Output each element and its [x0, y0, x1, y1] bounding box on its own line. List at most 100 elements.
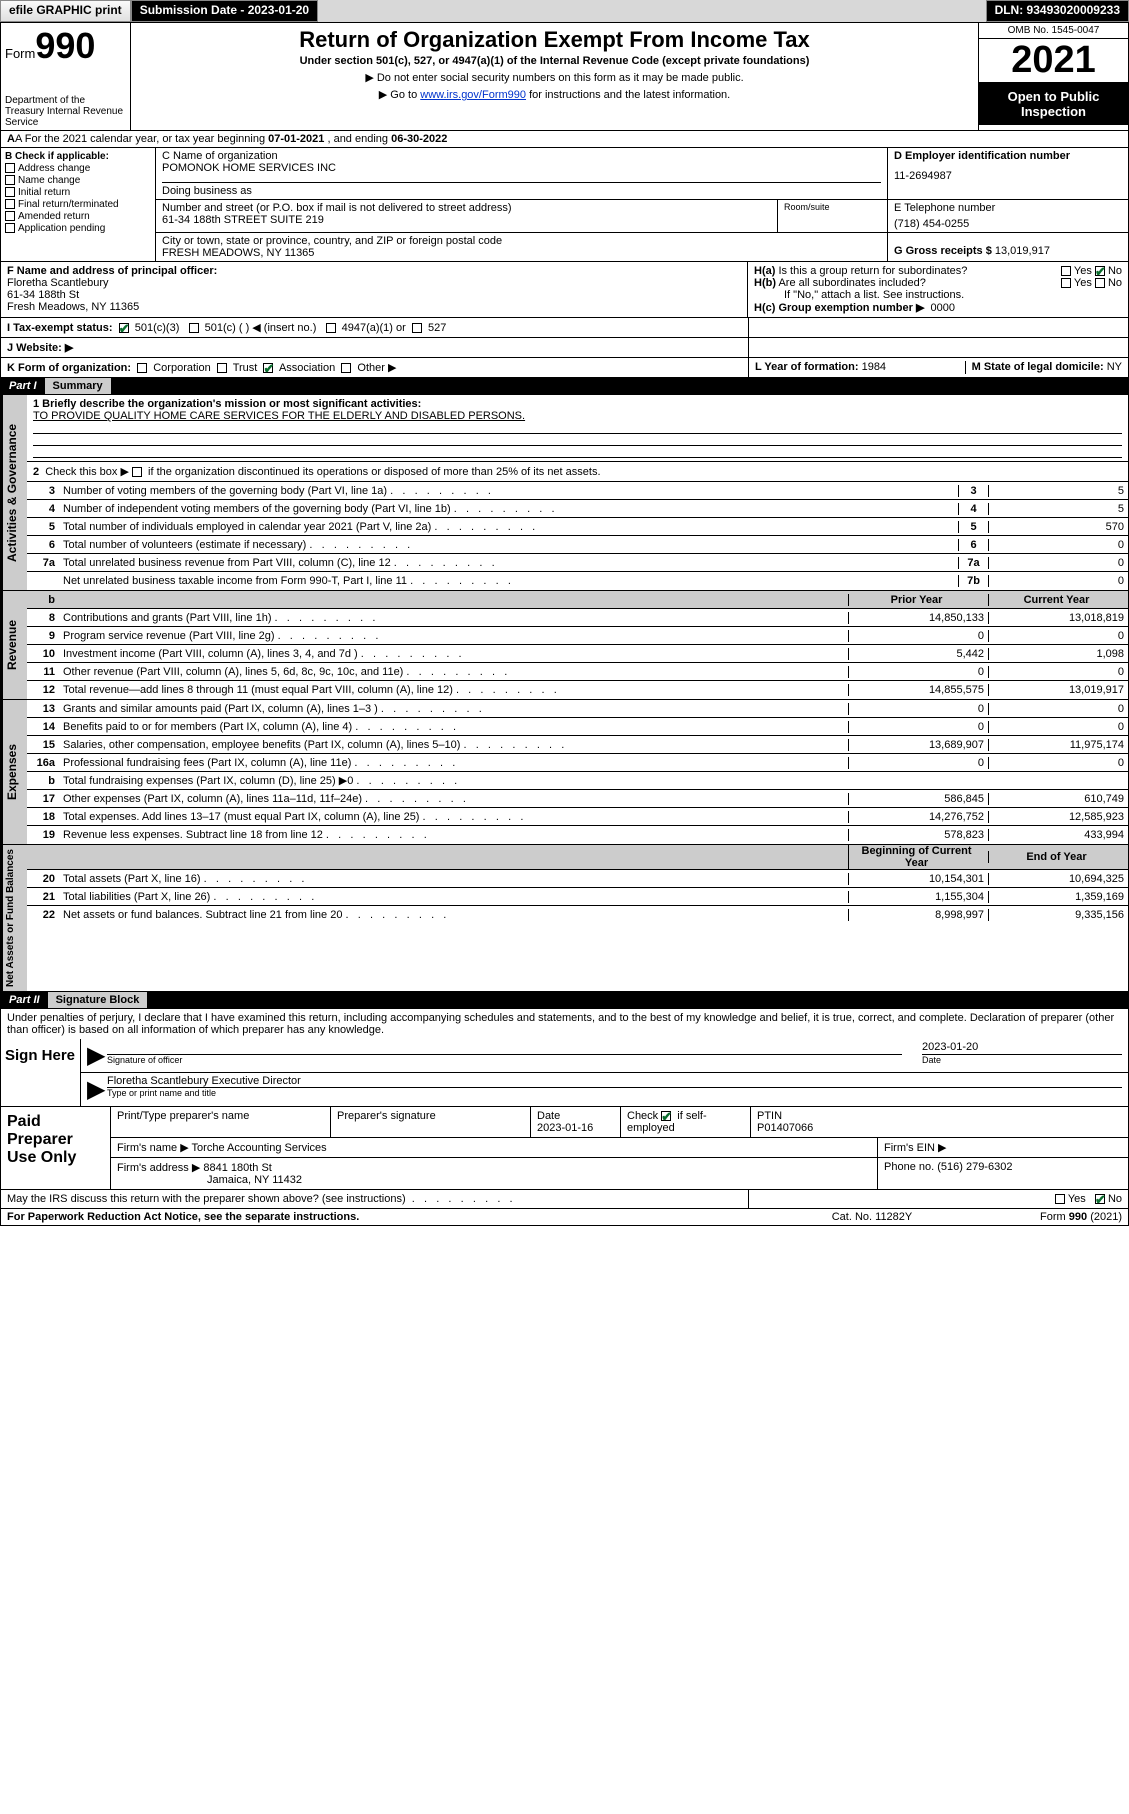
chk-501c3[interactable] [119, 323, 129, 333]
officer-name: Floretha Scantlebury [7, 277, 109, 289]
part2-header: Part II Signature Block [0, 992, 1129, 1009]
line-a: AA For the 2021 calendar year, or tax ye… [0, 131, 1129, 148]
ptin: P01407066 [757, 1122, 813, 1134]
chk-assoc[interactable] [263, 363, 273, 373]
note-ssn: ▶ Do not enter social security numbers o… [135, 71, 974, 84]
netassets-row: 21Total liabilities (Part X, line 26)1,1… [27, 888, 1128, 906]
paid-preparer-block: Paid Preparer Use Only Print/Type prepar… [0, 1107, 1129, 1190]
group-exemption: 0000 [931, 302, 955, 314]
col-begin-year: Beginning of Current Year [848, 845, 988, 869]
section-governance: Activities & Governance 1 Briefly descri… [0, 395, 1129, 591]
hb-yes[interactable] [1061, 278, 1071, 288]
firm-name: Torche Accounting Services [192, 1142, 327, 1154]
open-inspection: Open to Public Inspection [979, 83, 1128, 125]
section-expenses: Expenses 13Grants and similar amounts pa… [0, 700, 1129, 845]
submission-date: Submission Date - 2023-01-20 [131, 0, 318, 22]
prep-sig-label: Preparer's signature [331, 1107, 531, 1137]
chk-initial-return[interactable] [5, 187, 15, 197]
col-current-year: Current Year [988, 594, 1128, 606]
chk-final-return[interactable] [5, 199, 15, 209]
chk-app-pending[interactable] [5, 223, 15, 233]
chk-corp[interactable] [137, 363, 147, 373]
ha-no[interactable] [1095, 266, 1105, 276]
addr-label: Number and street (or P.O. box if mail i… [162, 202, 771, 214]
expense-row: 19Revenue less expenses. Subtract line 1… [27, 826, 1128, 844]
ha-yes[interactable] [1061, 266, 1071, 276]
chk-501c[interactable] [189, 323, 199, 333]
discuss-no[interactable] [1095, 1194, 1105, 1204]
expense-row: 18Total expenses. Add lines 13–17 (must … [27, 808, 1128, 826]
gross-label: G Gross receipts $ [894, 245, 992, 257]
tax-year: 2021 [979, 39, 1128, 83]
form-header: Form990 Department of the Treasury Inter… [0, 22, 1129, 131]
chk-name-change[interactable] [5, 175, 15, 185]
netassets-row: 22Net assets or fund balances. Subtract … [27, 906, 1128, 924]
pra-notice: For Paperwork Reduction Act Notice, see … [7, 1211, 359, 1223]
chk-527[interactable] [412, 323, 422, 333]
form-number: 990 [35, 25, 95, 66]
officer-label: F Name and address of principal officer: [7, 265, 217, 277]
gov-row: 5Total number of individuals employed in… [27, 518, 1128, 536]
chk-other[interactable] [341, 363, 351, 373]
chk-4947[interactable] [326, 323, 336, 333]
q1-label: 1 Briefly describe the organization's mi… [33, 398, 421, 410]
officer-addr2: Fresh Meadows, NY 11365 [7, 301, 139, 313]
ty-begin: 07-01-2021 [268, 133, 324, 145]
dba-label: Doing business as [162, 182, 881, 197]
declaration: Under penalties of perjury, I declare th… [1, 1009, 1128, 1039]
ty-end: 06-30-2022 [391, 133, 447, 145]
irs-link[interactable]: www.irs.gov/Form990 [420, 89, 526, 101]
signature-block: Under penalties of perjury, I declare th… [0, 1009, 1129, 1107]
form-org-row: K Form of organization: Corporation Trus… [0, 358, 1129, 378]
expense-row: 16aProfessional fundraising fees (Part I… [27, 754, 1128, 772]
revenue-row: 8Contributions and grants (Part VIII, li… [27, 609, 1128, 627]
form-footer: Form 990 (2021) [972, 1211, 1122, 1223]
mission: TO PROVIDE QUALITY HOME CARE SERVICES FO… [33, 410, 525, 422]
efile-print-button[interactable]: efile GRAPHIC print [0, 0, 131, 22]
discuss-yes[interactable] [1055, 1194, 1065, 1204]
sig-date: 2023-01-20 [922, 1041, 1122, 1055]
col-b: B Check if applicable: Address change Na… [1, 148, 156, 261]
chk-trust[interactable] [217, 363, 227, 373]
form-title: Return of Organization Exempt From Incom… [135, 27, 974, 53]
expense-row: 14Benefits paid to or for members (Part … [27, 718, 1128, 736]
ein: 11-2694987 [894, 170, 1122, 182]
chk-address-change[interactable] [5, 163, 15, 173]
gov-row: 4Number of independent voting members of… [27, 500, 1128, 518]
paid-preparer-label: Paid Preparer Use Only [1, 1107, 111, 1189]
gov-row: 6Total number of volunteers (estimate if… [27, 536, 1128, 554]
part1-header: Part I Summary [0, 378, 1129, 395]
org-name: POMONOK HOME SERVICES INC [162, 162, 881, 174]
topbar: efile GRAPHIC print Submission Date - 20… [0, 0, 1129, 22]
org-name-label: C Name of organization [162, 150, 881, 162]
telephone: (718) 454-0255 [894, 218, 1122, 230]
dln: DLN: 93493020009233 [986, 0, 1129, 22]
col-prior-year: Prior Year [848, 594, 988, 606]
netassets-row: 20Total assets (Part X, line 16)10,154,3… [27, 870, 1128, 888]
note-link: ▶ Go to www.irs.gov/Form990 for instruct… [135, 88, 974, 101]
year-formation: 1984 [862, 361, 886, 373]
sign-here-label: Sign Here [1, 1039, 81, 1106]
suite-label: Room/suite [778, 200, 888, 232]
section-revenue: Revenue b Prior Year Current Year 8Contr… [0, 591, 1129, 700]
city: FRESH MEADOWS, NY 11365 [162, 247, 881, 259]
form-label: Form [5, 46, 35, 61]
officer-typed-name: Floretha Scantlebury Executive Director [107, 1075, 1122, 1088]
department: Department of the Treasury Internal Reve… [5, 95, 126, 128]
addr: 61-34 188th STREET SUITE 219 [162, 214, 771, 226]
firm-phone: (516) 279-6302 [937, 1161, 1012, 1173]
cat-no: Cat. No. 11282Y [772, 1211, 972, 1223]
chk-amended[interactable] [5, 211, 15, 221]
revenue-row: 10Investment income (Part VIII, column (… [27, 645, 1128, 663]
officer-group-block: F Name and address of principal officer:… [0, 262, 1129, 318]
tax-exempt-row: I Tax-exempt status: 501(c)(3) 501(c) ( … [0, 318, 1129, 338]
q2: 2 Check this box ▶ if the organization d… [27, 462, 1128, 482]
revenue-row: 11Other revenue (Part VIII, column (A), … [27, 663, 1128, 681]
ein-label: D Employer identification number [894, 150, 1070, 162]
prep-date: 2023-01-16 [537, 1122, 593, 1134]
state-domicile: NY [1107, 361, 1122, 373]
firm-addr: 8841 180th St [203, 1162, 272, 1174]
chk-discontinued[interactable] [132, 467, 142, 477]
vlabel-expenses: Expenses [1, 700, 27, 844]
chk-self-employed[interactable] [661, 1111, 671, 1121]
